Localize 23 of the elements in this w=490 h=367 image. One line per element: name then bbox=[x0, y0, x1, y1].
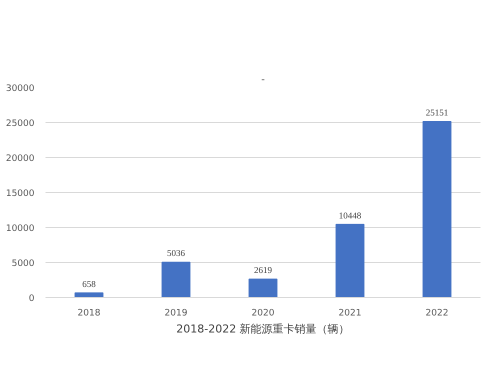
bar bbox=[336, 224, 364, 298]
bar bbox=[162, 262, 190, 298]
y-tick-label: 30000 bbox=[6, 84, 35, 94]
y-tick-label: 15000 bbox=[6, 189, 35, 199]
y-tick-label: 0 bbox=[28, 294, 35, 304]
y-tick-label: 20000 bbox=[6, 154, 35, 164]
x-tick-label: 2021 bbox=[338, 308, 362, 318]
y-tick-label: 10000 bbox=[6, 224, 35, 234]
data-label: 658 bbox=[82, 278, 96, 289]
bar bbox=[422, 120, 452, 298]
y-tick-label: 25000 bbox=[6, 119, 35, 129]
data-label: 25151 bbox=[426, 107, 448, 118]
data-label: 10448 bbox=[338, 210, 362, 220]
x-tick-label: 2018 bbox=[78, 308, 101, 318]
data-label: 2619 bbox=[254, 265, 272, 276]
x-tick-label: 2022 bbox=[426, 308, 448, 318]
data-label: 5036 bbox=[167, 248, 186, 258]
chart-title: - bbox=[261, 74, 266, 86]
bar bbox=[248, 278, 278, 298]
y-tick-label: 5000 bbox=[12, 259, 35, 269]
x-axis-title: 2018-2022 新能源重卡销量（辆） bbox=[176, 322, 350, 336]
x-tick-label: 2019 bbox=[164, 308, 188, 318]
x-tick-label: 2020 bbox=[252, 308, 275, 318]
